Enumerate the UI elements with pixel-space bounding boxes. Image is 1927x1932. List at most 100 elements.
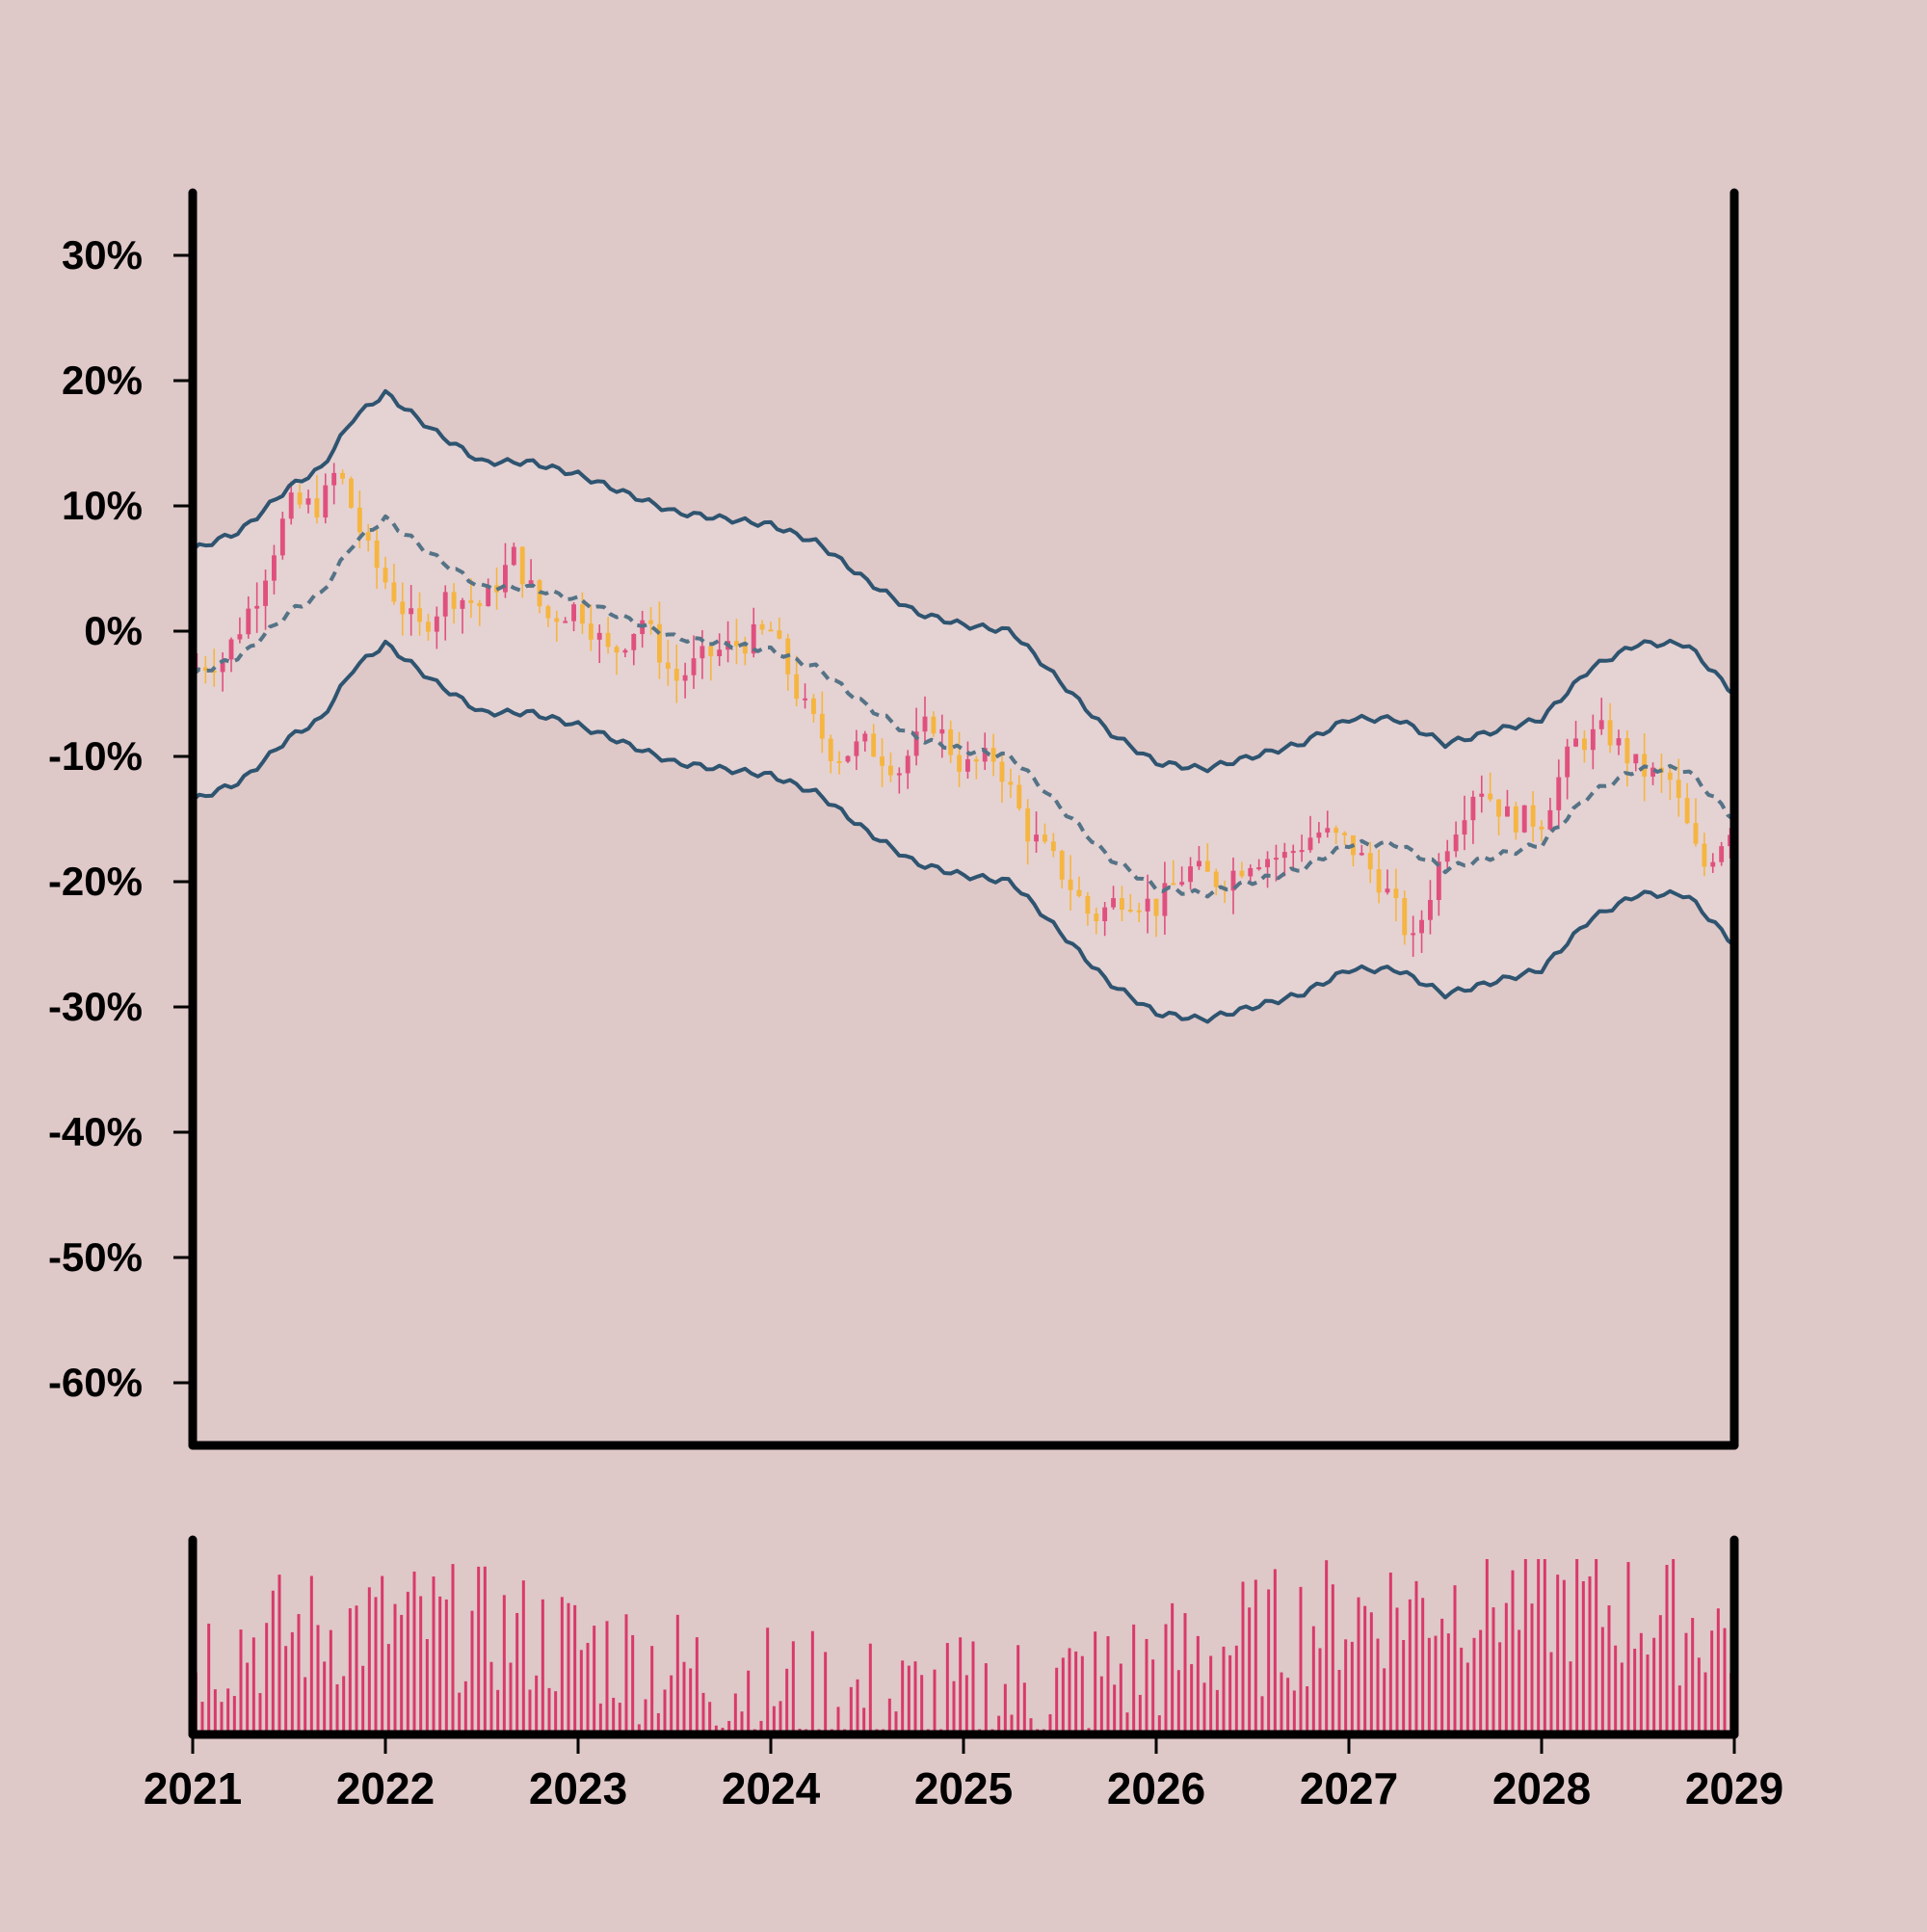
- candle: [288, 481, 294, 525]
- candle-body: [1565, 746, 1571, 778]
- candle: [1556, 759, 1562, 828]
- volume-bar: [714, 1725, 718, 1734]
- volume-bar: [1138, 1694, 1142, 1734]
- candle-body: [734, 641, 739, 647]
- volume-bar: [785, 1668, 789, 1734]
- candle-body: [383, 568, 388, 583]
- volume-bar: [849, 1686, 853, 1734]
- candle-body: [477, 602, 483, 607]
- volume-bar: [747, 1670, 751, 1734]
- candle: [665, 639, 671, 686]
- candle: [742, 636, 748, 666]
- candle: [768, 622, 774, 632]
- candle-body: [1025, 808, 1031, 842]
- volume-bar: [656, 1712, 660, 1734]
- candle-body: [1367, 853, 1373, 870]
- candle: [777, 617, 782, 640]
- candle-body: [1290, 851, 1296, 854]
- candle: [1513, 802, 1518, 840]
- candle: [1462, 795, 1467, 851]
- candle: [409, 585, 414, 636]
- volume-bar: [1537, 1559, 1541, 1734]
- candle-body: [391, 582, 397, 602]
- volume-bar: [1549, 1652, 1553, 1734]
- candle-body: [563, 621, 568, 623]
- volume-bar: [412, 1571, 416, 1734]
- candle-body: [1145, 898, 1150, 912]
- candle-body: [1068, 879, 1073, 890]
- candle: [314, 475, 320, 524]
- volume-bar: [1273, 1569, 1277, 1734]
- candle-body: [1419, 919, 1424, 934]
- candle: [1316, 822, 1322, 844]
- candle-body: [1428, 899, 1433, 920]
- volume-bar: [1562, 1579, 1566, 1734]
- volume-bar: [1176, 1670, 1180, 1734]
- candle-body: [1616, 738, 1622, 746]
- volume-bar: [277, 1575, 281, 1734]
- volume-bar: [1254, 1579, 1257, 1734]
- candle-body: [434, 616, 439, 632]
- candle-body: [913, 731, 919, 756]
- y-tick-label: 30%: [62, 232, 143, 278]
- candle: [1213, 868, 1219, 896]
- candle: [331, 463, 337, 505]
- candle-body: [1120, 898, 1124, 911]
- volume-bar: [393, 1603, 397, 1734]
- candle: [486, 578, 491, 607]
- candle-body: [519, 546, 525, 585]
- candle: [1573, 721, 1578, 748]
- volume-bar: [1099, 1676, 1103, 1734]
- volume-bar: [1697, 1657, 1701, 1734]
- candle: [759, 620, 765, 635]
- candle-body: [237, 634, 243, 640]
- candle: [1179, 866, 1185, 887]
- candle-body: [939, 728, 945, 734]
- candle: [426, 613, 431, 641]
- candle: [340, 469, 345, 485]
- candle: [734, 619, 739, 665]
- candle: [803, 683, 807, 709]
- volume-bar: [1016, 1645, 1020, 1734]
- volume-bar: [1119, 1663, 1122, 1734]
- volume-bar: [1048, 1714, 1052, 1734]
- candle-body: [1316, 832, 1322, 838]
- candle-body: [426, 622, 431, 632]
- candle-body: [682, 675, 688, 681]
- candle: [999, 752, 1005, 803]
- volume-bar: [1344, 1639, 1348, 1734]
- candle-body: [588, 623, 594, 640]
- candle-body: [1676, 780, 1681, 799]
- volume-bar: [1600, 1627, 1604, 1734]
- candle: [1402, 890, 1408, 945]
- candle: [1419, 910, 1424, 953]
- candle: [279, 511, 285, 560]
- volume-bar: [1408, 1599, 1412, 1734]
- volume-bar: [1260, 1696, 1264, 1734]
- volume-bar: [200, 1702, 204, 1734]
- candle-body: [400, 601, 406, 615]
- candle: [305, 490, 311, 514]
- volume-bar: [355, 1605, 358, 1734]
- candle: [1230, 857, 1236, 914]
- candle-body: [1333, 828, 1339, 834]
- candle-body: [1496, 799, 1501, 817]
- volume-bar: [258, 1693, 262, 1734]
- volume-bar: [1485, 1559, 1489, 1734]
- candle: [1488, 772, 1493, 803]
- volume-bar: [1286, 1678, 1290, 1734]
- candle: [691, 635, 697, 689]
- candle-body: [742, 646, 748, 654]
- candle: [1479, 775, 1485, 813]
- candle: [563, 617, 568, 623]
- volume-bar: [220, 1702, 224, 1734]
- volume-bar: [593, 1626, 596, 1734]
- candle-body: [1462, 820, 1467, 835]
- candle-body: [1274, 858, 1279, 860]
- candle: [854, 729, 859, 771]
- candle: [622, 648, 628, 658]
- candle-body: [1444, 851, 1450, 862]
- volume-bar: [1633, 1648, 1637, 1734]
- x-tick-label: 2028: [1492, 1763, 1591, 1813]
